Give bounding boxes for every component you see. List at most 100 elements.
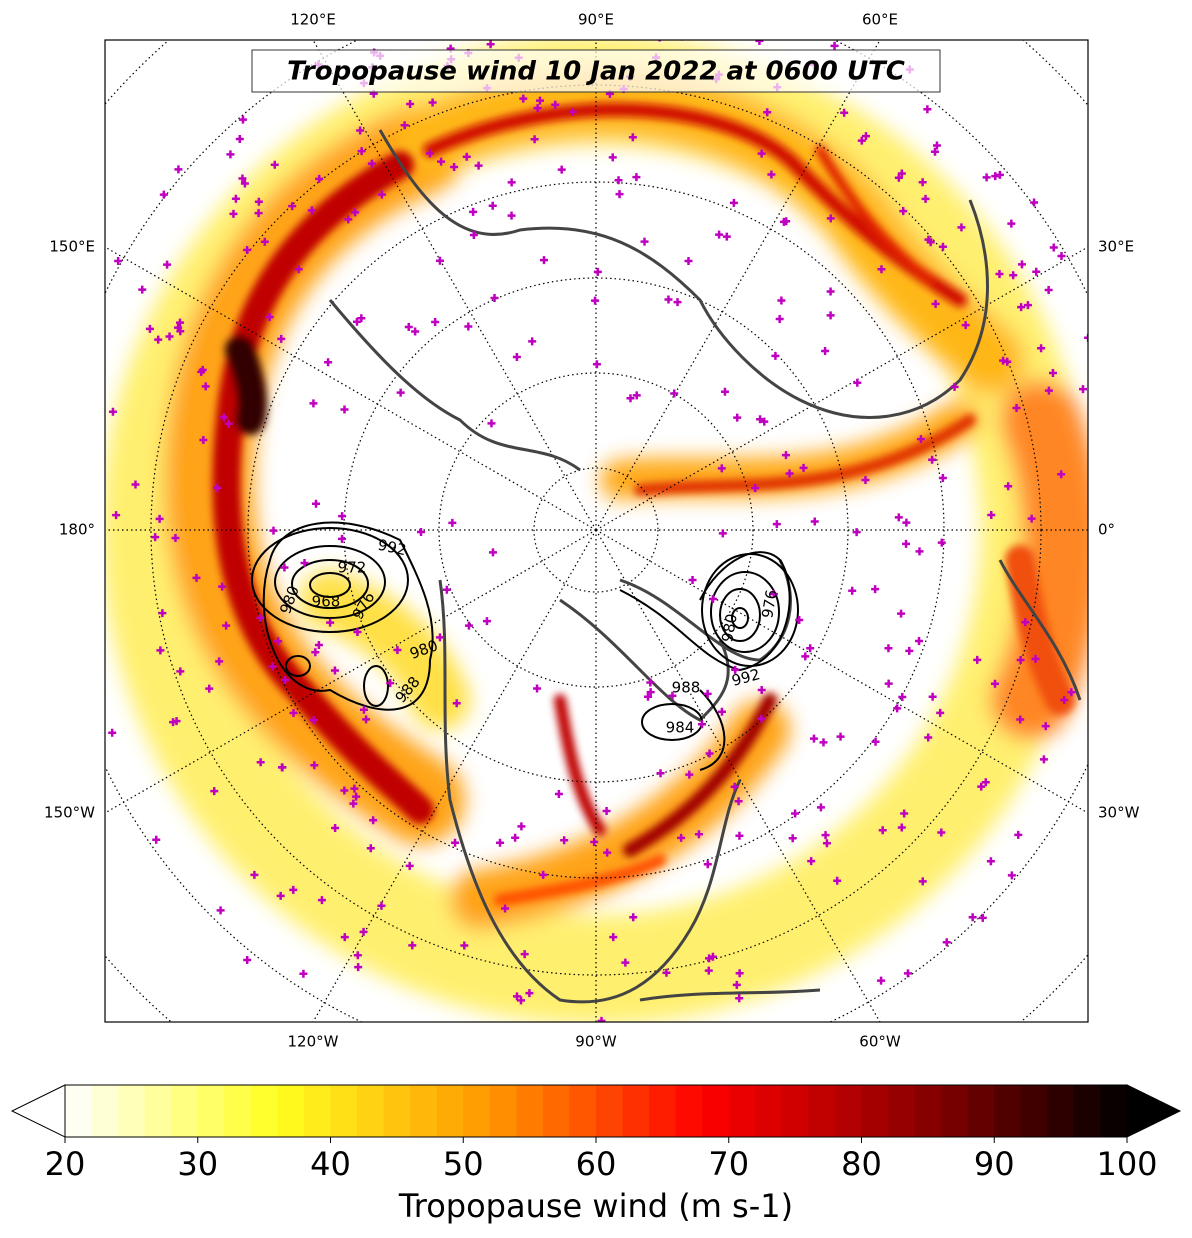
station xyxy=(344,215,353,224)
station xyxy=(474,161,483,170)
station xyxy=(213,483,222,492)
station xyxy=(393,646,402,655)
station xyxy=(581,1057,589,1065)
station xyxy=(902,539,911,548)
colorbar-swatch xyxy=(224,1085,252,1137)
station xyxy=(986,857,995,866)
station xyxy=(366,844,375,853)
colorbar-label: Tropopause wind (m s-1) xyxy=(398,1187,793,1225)
station xyxy=(254,197,263,206)
station xyxy=(788,8,796,16)
station xyxy=(772,520,781,529)
station xyxy=(861,475,870,484)
colorbar-swatch xyxy=(596,1085,624,1137)
station xyxy=(928,455,937,464)
colorbar-swatch xyxy=(702,1085,730,1137)
station xyxy=(801,1037,809,1045)
station xyxy=(265,312,274,321)
station xyxy=(338,534,347,543)
station xyxy=(108,407,117,416)
station xyxy=(201,382,210,391)
station xyxy=(505,0,513,6)
station xyxy=(192,573,201,582)
colorbar-swatch xyxy=(277,1085,305,1137)
station xyxy=(646,678,655,687)
station xyxy=(163,260,172,269)
station xyxy=(317,896,326,905)
colorbar-swatch xyxy=(914,1085,942,1137)
lon-label: 30°W xyxy=(1098,804,1140,822)
station xyxy=(732,980,741,989)
station xyxy=(1148,475,1156,483)
station xyxy=(210,787,219,796)
colorbar-swatch xyxy=(1073,1085,1101,1137)
colorbar-swatch xyxy=(383,1085,411,1137)
station xyxy=(810,517,819,526)
station xyxy=(516,996,525,1005)
station xyxy=(1057,252,1066,261)
station xyxy=(1017,260,1026,269)
colorbar-tick-label: 50 xyxy=(443,1145,484,1183)
station xyxy=(511,833,520,842)
station xyxy=(629,913,638,922)
station xyxy=(338,512,347,521)
station xyxy=(462,152,471,161)
station xyxy=(632,391,641,400)
station xyxy=(936,708,945,717)
colorbar-swatch xyxy=(303,1085,331,1137)
station xyxy=(739,17,747,25)
station xyxy=(697,720,706,729)
station xyxy=(396,388,405,397)
station xyxy=(857,136,866,145)
station xyxy=(88,359,96,367)
station xyxy=(331,823,340,832)
colorbar-swatch xyxy=(330,1085,358,1137)
station xyxy=(1016,715,1025,724)
station xyxy=(435,256,444,265)
station xyxy=(216,906,225,915)
station xyxy=(238,115,247,124)
station xyxy=(1078,385,1087,394)
colorbar-extend xyxy=(10,1084,66,1138)
colorbar-tick-label: 60 xyxy=(576,1145,617,1183)
station xyxy=(897,609,906,618)
station xyxy=(1127,633,1135,641)
station xyxy=(795,615,804,624)
station xyxy=(982,173,991,182)
station xyxy=(557,165,566,174)
station xyxy=(309,716,318,725)
lon-label: 60°W xyxy=(859,1033,901,1051)
colorbar-swatch xyxy=(65,1085,93,1137)
colorbar-swatch xyxy=(436,1085,464,1137)
lon-label: 0° xyxy=(1098,521,1115,539)
station xyxy=(311,648,320,657)
colorbar-swatch xyxy=(542,1085,570,1137)
station xyxy=(928,692,937,701)
station xyxy=(280,563,289,572)
station xyxy=(809,734,818,743)
station xyxy=(840,108,849,117)
station xyxy=(884,679,893,688)
station xyxy=(788,834,797,843)
station xyxy=(1023,301,1032,310)
station xyxy=(65,551,73,559)
station xyxy=(757,714,766,723)
coastlines xyxy=(328,129,1082,1004)
station xyxy=(646,688,655,697)
colorbar-swatch xyxy=(888,1085,916,1137)
colorbar-tick-label: 70 xyxy=(708,1145,749,1183)
station xyxy=(821,347,830,356)
station xyxy=(154,335,163,344)
colorbar-swatch xyxy=(781,1085,809,1137)
station xyxy=(1031,654,1040,663)
station xyxy=(386,679,395,688)
station xyxy=(367,159,376,168)
station xyxy=(340,786,349,795)
station xyxy=(159,190,168,199)
station xyxy=(235,134,244,143)
station xyxy=(145,324,154,333)
station xyxy=(411,327,420,336)
station xyxy=(662,968,671,977)
station xyxy=(469,207,478,216)
colorbar-swatch xyxy=(91,1085,119,1137)
